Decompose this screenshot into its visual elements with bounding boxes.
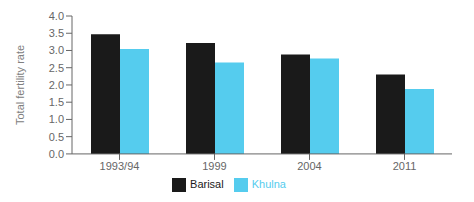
svg-text:1.0: 1.0 — [49, 113, 64, 125]
svg-text:2.0: 2.0 — [49, 79, 64, 91]
html-text:Barisal: Barisal — [190, 177, 224, 190]
svg-text:2011: 2011 — [393, 160, 417, 172]
svg-text:1.5: 1.5 — [49, 96, 64, 108]
svg-text:2004: 2004 — [297, 160, 321, 172]
svg-text:2.5: 2.5 — [49, 62, 64, 74]
svg-text:1993/94: 1993/94 — [100, 160, 140, 172]
html-text:Khulna: Khulna — [251, 177, 286, 190]
svg-text:0.0: 0.0 — [49, 148, 64, 160]
svg-text:1999: 1999 — [202, 160, 226, 172]
svg-text:0.5: 0.5 — [49, 131, 64, 143]
svg-text:3.5: 3.5 — [49, 27, 64, 39]
svg-text:3.0: 3.0 — [49, 44, 64, 56]
svg-text:Total fertility rate: Total fertility rate — [14, 45, 26, 125]
svg-text:4.0: 4.0 — [49, 10, 64, 22]
